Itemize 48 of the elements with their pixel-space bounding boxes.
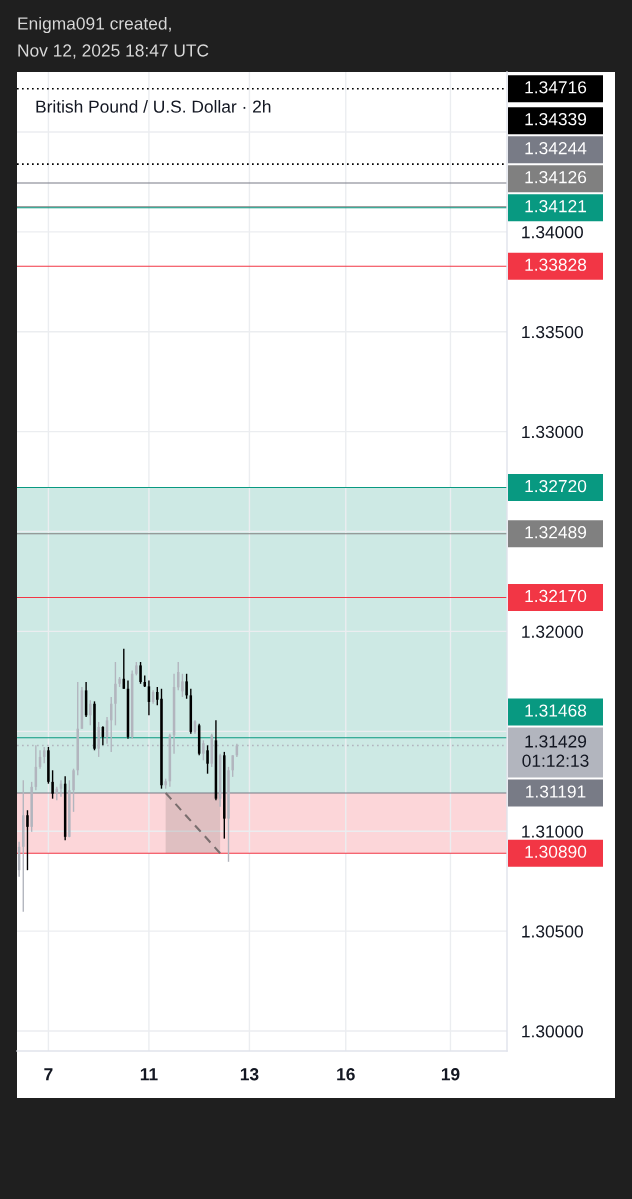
text: Enigma091 created, bbox=[18, 16, 171, 34]
candlestick bbox=[68, 779, 71, 838]
candlestick bbox=[51, 769, 54, 800]
candlestick bbox=[160, 688, 163, 790]
ref-line-label: 1.31468 bbox=[525, 704, 587, 717]
x-tick-label: 7 bbox=[44, 1068, 53, 1081]
ref-line-label: 1.34339 bbox=[525, 113, 587, 126]
candlestick bbox=[139, 661, 142, 685]
y-tick-label: 1.32000 bbox=[522, 625, 583, 638]
candlestick bbox=[93, 700, 96, 752]
ref-line-label: 1.31429 01:12:13 bbox=[522, 735, 589, 767]
candlestick bbox=[231, 754, 234, 778]
candlestick bbox=[118, 676, 121, 688]
candlestick bbox=[206, 744, 209, 775]
y-tick-label: 1.33000 bbox=[522, 425, 583, 439]
candlestick bbox=[185, 673, 188, 700]
y-tick-label: 1.34000 bbox=[522, 226, 583, 239]
candlestick bbox=[30, 781, 33, 833]
candlestick bbox=[89, 699, 92, 727]
candlestick bbox=[181, 673, 184, 698]
x-tick-label: 16 bbox=[337, 1068, 355, 1081]
ref-line-label: 1.32720 bbox=[525, 479, 587, 493]
candlestick bbox=[114, 661, 117, 727]
candlestick bbox=[202, 739, 205, 761]
x-tick-label: 19 bbox=[441, 1068, 460, 1081]
ref-line-label: 1.31191 bbox=[526, 785, 586, 798]
text: Nov 12, 2025 18:47 UTC bbox=[18, 44, 209, 59]
y-tick-label: 1.30500 bbox=[522, 925, 583, 938]
candlestick bbox=[47, 746, 50, 785]
x-tick-label: 13 bbox=[240, 1068, 259, 1081]
candlestick bbox=[227, 766, 230, 863]
ref-line-label: 1.32489 bbox=[525, 526, 587, 539]
candlestick bbox=[97, 721, 100, 758]
candlestick bbox=[72, 767, 75, 813]
candlestick bbox=[26, 809, 29, 871]
y-tick-label: 1.31000 bbox=[522, 825, 583, 838]
y-tick-label: 1.30000 bbox=[522, 1025, 583, 1038]
x-tick-label: 11 bbox=[140, 1068, 158, 1081]
ref-line-label: 1.34716 bbox=[525, 81, 587, 94]
ref-line-label: 1.33828 bbox=[525, 258, 587, 271]
ref-line-label: 1.32170 bbox=[525, 589, 587, 603]
text: British Pound / U.S. Dollar · 2h bbox=[36, 100, 271, 113]
ref-line-label: 1.34121 bbox=[525, 200, 587, 213]
y-tick-label: 1.33500 bbox=[522, 325, 583, 339]
candlestick bbox=[135, 661, 138, 677]
ref-line-label: 1.30890 bbox=[525, 845, 587, 858]
ref-line-label: 1.34244 bbox=[525, 142, 587, 155]
ref-line-label: 1.34126 bbox=[525, 171, 587, 184]
